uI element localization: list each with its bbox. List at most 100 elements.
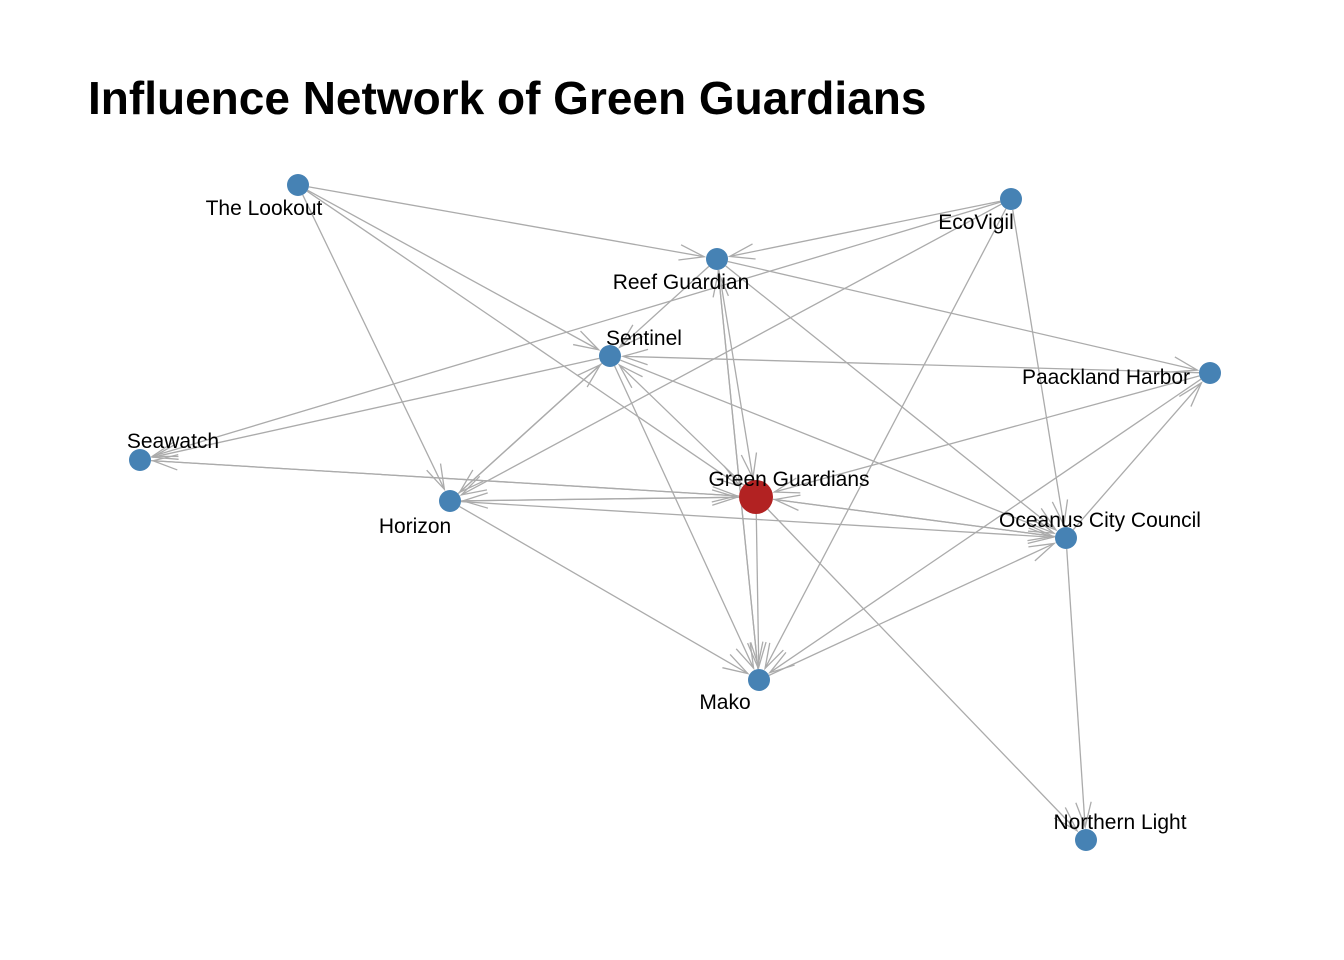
- node-label-reef-guardian: Reef Guardian: [613, 271, 750, 294]
- edge-line: [619, 265, 710, 348]
- node-label-horizon: Horizon: [379, 515, 451, 538]
- edge-line: [768, 542, 1055, 676]
- edge-arrowhead: [1178, 381, 1203, 407]
- node-reef-guardian[interactable]: [706, 248, 728, 270]
- edge-oceanus-city-council-to-green-guardians: [772, 494, 1056, 538]
- node-mako[interactable]: [748, 669, 770, 691]
- edge-the-lookout-to-reef-guardian: [308, 186, 707, 261]
- edge-line: [729, 200, 1001, 258]
- edge-arrowhead: [620, 348, 649, 366]
- edge-arrowhead: [750, 641, 767, 670]
- edge-line: [619, 359, 1055, 534]
- edge-green-guardians-to-sentinel: [617, 363, 745, 486]
- edge-line: [622, 355, 1200, 374]
- edge-line: [1066, 548, 1086, 828]
- edge-horizon-to-mako: [459, 505, 750, 675]
- edge-arrowhead: [1027, 527, 1056, 545]
- edge-reef-guardian-to-sentinel: [618, 265, 710, 349]
- edge-arrowhead: [572, 330, 601, 351]
- edge-line: [462, 496, 740, 502]
- node-label-ecovigil: EcoVigil: [938, 211, 1014, 234]
- edge-arrowhead: [460, 492, 489, 509]
- edge-arrowhead: [772, 477, 801, 494]
- edge-arrowhead: [1051, 499, 1069, 528]
- edge-sentinel-to-oceanus-city-council: [619, 359, 1056, 534]
- edge-layer: [150, 186, 1203, 833]
- node-paackland-harbor[interactable]: [1199, 362, 1221, 384]
- edge-arrowhead: [772, 494, 801, 511]
- edge-line: [717, 271, 759, 670]
- edge-paackland-harbor-to-green-guardians: [772, 375, 1200, 494]
- edge-line: [755, 513, 760, 668]
- edge-arrowhead: [1031, 508, 1058, 532]
- edge-ecovigil-to-mako: [764, 208, 1007, 671]
- edge-arrowhead: [1075, 801, 1092, 830]
- edge-line: [308, 186, 705, 258]
- edge-green-guardians-to-northern-light: [767, 508, 1079, 833]
- edge-mako-to-oceanus-city-council: [768, 542, 1057, 676]
- node-seawatch[interactable]: [129, 449, 151, 471]
- node-green-guardians[interactable]: [739, 480, 773, 514]
- node-the-lookout[interactable]: [287, 174, 309, 196]
- edge-arrowhead: [678, 244, 707, 261]
- edge-sentinel-to-seawatch: [150, 357, 600, 460]
- edge-arrowhead: [576, 363, 602, 388]
- edge-line: [306, 190, 741, 487]
- edge-line: [774, 375, 1200, 493]
- node-oceanus-city-council[interactable]: [1055, 527, 1077, 549]
- edge-ecovigil-to-reef-guardian: [727, 200, 1001, 260]
- edge-line: [767, 508, 1078, 832]
- edge-line: [459, 505, 749, 675]
- edge-the-lookout-to-horizon: [302, 194, 446, 492]
- edge-reef-guardian-to-green-guardians: [718, 269, 758, 481]
- edge-line: [774, 498, 1056, 538]
- node-label-mako: Mako: [699, 691, 750, 714]
- edge-the-lookout-to-sentinel: [307, 189, 601, 351]
- node-label-northern-light: Northern Light: [1053, 811, 1186, 834]
- edge-line: [614, 365, 755, 669]
- node-label-sentinel: Sentinel: [606, 327, 682, 350]
- edge-line: [727, 260, 1198, 371]
- edge-sentinel-to-mako: [614, 365, 755, 671]
- node-label-the-lookout: The Lookout: [206, 197, 323, 220]
- edge-arrowhead: [727, 243, 756, 260]
- label-layer: Green Guardians The Lookout EcoVigil Reef G…: [127, 197, 1201, 834]
- edge-reef-guardian-to-paackland-harbor: [727, 260, 1200, 373]
- edge-arrowhead: [740, 452, 758, 481]
- edge-ecovigil-to-seawatch: [150, 201, 1001, 458]
- edge-arrowhead: [617, 363, 643, 389]
- edge-line: [152, 201, 1001, 457]
- node-label-paackland-harbor: Paackland Harbor: [1022, 366, 1190, 389]
- node-horizon[interactable]: [439, 490, 461, 512]
- edge-oceanus-city-council-to-northern-light: [1066, 548, 1092, 830]
- edge-mako-to-reef-guardian: [712, 269, 759, 670]
- edge-line: [457, 364, 601, 495]
- edge-arrowhead: [1027, 516, 1056, 534]
- edge-oceanus-city-council-to-paackland-harbor: [1072, 381, 1203, 531]
- edge-arrowhead: [722, 653, 750, 675]
- node-layer: [129, 174, 1221, 851]
- edge-arrowhead: [1053, 807, 1079, 833]
- chart-title: Influence Network of Green Guardians: [88, 72, 927, 124]
- edge-line: [718, 269, 754, 479]
- edge-green-guardians-to-seawatch: [150, 453, 740, 497]
- edge-line: [764, 208, 1007, 669]
- node-label-oceanus-city-council: Oceanus City Council: [999, 509, 1201, 532]
- edge-arrowhead: [735, 642, 755, 671]
- edge-arrowhead: [764, 642, 784, 671]
- edge-line: [769, 378, 1202, 674]
- edge-line: [152, 357, 600, 458]
- edge-horizon-to-sentinel: [457, 363, 602, 495]
- edge-green-guardians-to-mako: [750, 513, 767, 670]
- edge-arrowhead: [1028, 542, 1057, 562]
- node-sentinel[interactable]: [599, 345, 621, 367]
- edge-green-guardians-to-horizon: [460, 492, 740, 509]
- edge-arrowhead: [459, 475, 488, 496]
- node-ecovigil[interactable]: [1000, 188, 1022, 210]
- node-northern-light[interactable]: [1075, 829, 1097, 851]
- edge-arrowhead: [618, 324, 644, 349]
- edge-line: [307, 189, 599, 351]
- edge-arrowhead: [150, 453, 179, 471]
- edge-line: [1072, 382, 1202, 531]
